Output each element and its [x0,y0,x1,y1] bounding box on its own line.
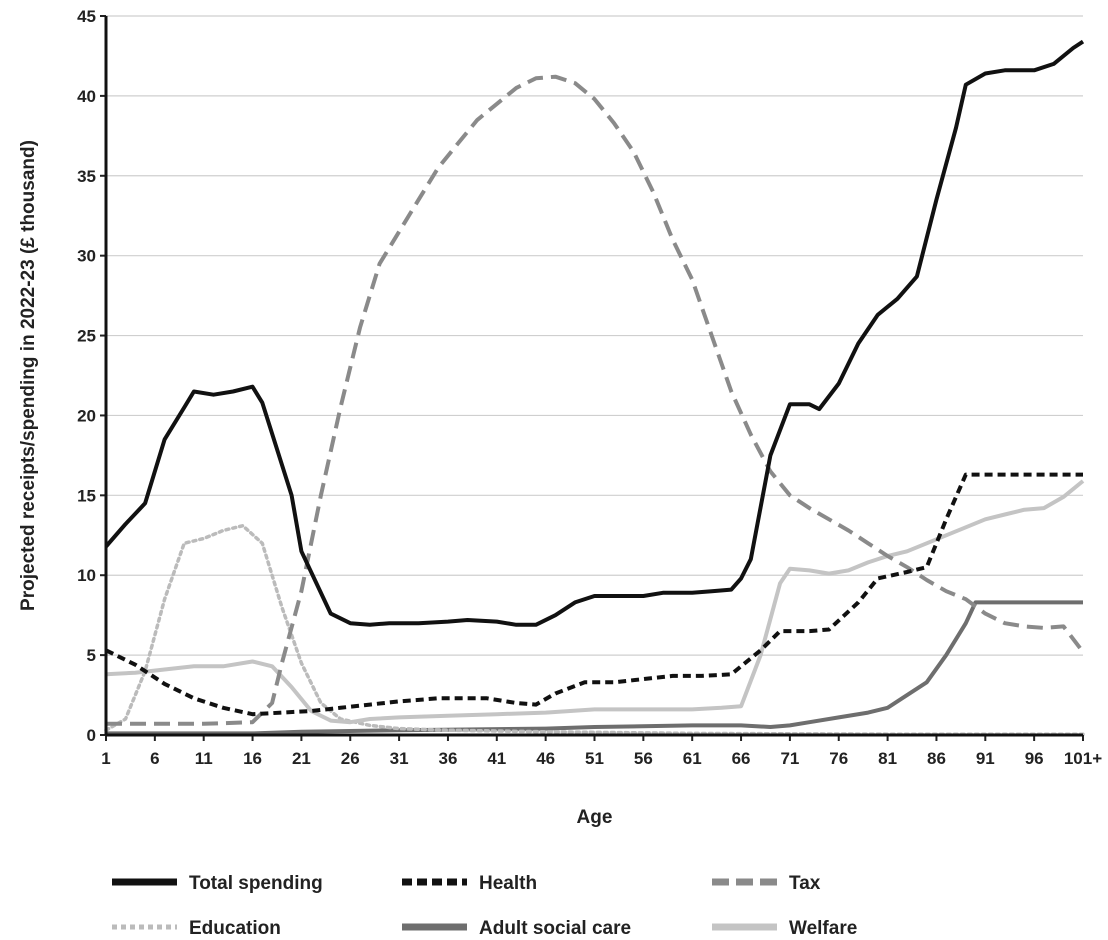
series-line-total-spending [104,39,1085,627]
legend-label-total-spending: Total spending [189,873,323,894]
x-tick-label: 51 [585,749,604,768]
y-tick-label: 10 [77,566,96,585]
y-tick-label: 45 [77,7,96,26]
x-tick-label: 101+ [1064,749,1102,768]
x-tick-label: 16 [243,749,262,768]
y-tick-label: 5 [87,646,96,665]
x-tick-label: 96 [1025,749,1044,768]
x-tick-label: 31 [390,749,409,768]
y-tick-label: 20 [77,406,96,425]
series-line-education [104,523,1085,736]
x-tick-label: 41 [487,749,506,768]
x-tick-label: 21 [292,749,311,768]
legend-label-welfare: Welfare [789,918,857,939]
y-tick-label: 35 [77,167,96,186]
legend-label-health: Health [479,873,537,894]
x-tick-label: 81 [878,749,897,768]
x-tick-label: 66 [732,749,751,768]
y-tick-label: 30 [77,247,96,266]
x-tick-label: 61 [683,749,702,768]
y-tick-label: 15 [77,486,96,505]
x-tick-label: 26 [341,749,360,768]
gridlines [106,15,1083,656]
x-tick-label: 86 [927,749,946,768]
legend: Total spending Health Tax Education Adult so… [112,873,857,939]
y-tick-label: 40 [77,87,96,106]
series-line-tax [106,74,1085,726]
legend-label-education: Education [189,918,281,939]
x-tick-label: 76 [829,749,848,768]
series-line-welfare [105,479,1085,725]
x-tick-label: 71 [780,749,799,768]
plot-series [104,39,1085,736]
x-tick-label: 1 [101,749,110,768]
legend-label-tax: Tax [789,873,821,894]
x-tick-label: 46 [536,749,555,768]
x-axis-title: Age [577,807,613,828]
y-tick-label: 0 [87,726,96,745]
x-tick-label: 6 [150,749,159,768]
y-tick-label: 25 [77,327,96,346]
x-tick-label: 11 [195,749,213,768]
x-tick-label: 56 [634,749,653,768]
legend-label-adult-social-care: Adult social care [479,918,631,939]
x-tick-label: 91 [976,749,995,768]
y-axis-title: Projected receipts/spending in 2022-23 (… [18,140,39,611]
x-tick-label: 36 [438,749,457,768]
